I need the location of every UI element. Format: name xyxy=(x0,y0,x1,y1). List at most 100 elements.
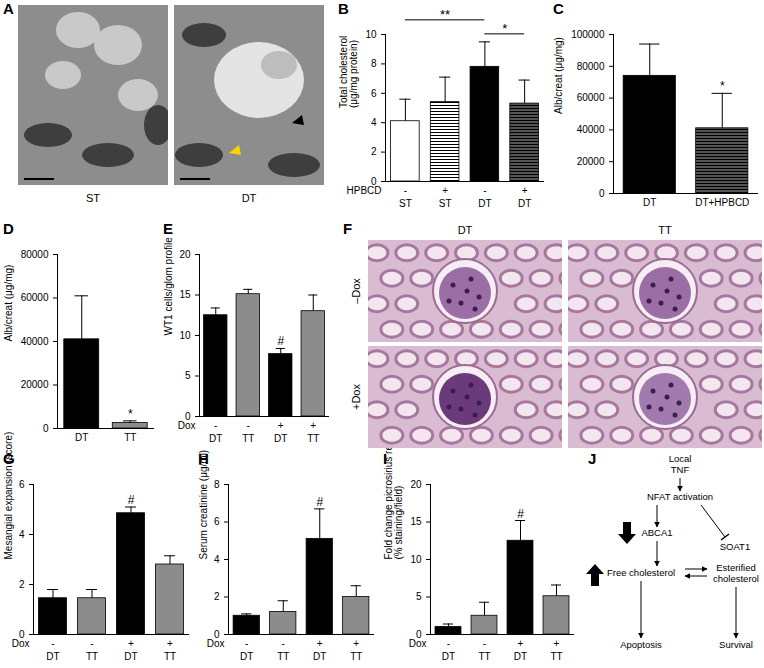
svg-text:8: 8 xyxy=(371,58,377,69)
svg-text:Apoptosis: Apoptosis xyxy=(620,639,662,650)
svg-text:SOAT1: SOAT1 xyxy=(720,541,750,552)
svg-text:+: + xyxy=(442,185,448,196)
svg-text:Dox: Dox xyxy=(178,420,196,431)
svg-text:ST: ST xyxy=(439,198,452,209)
svg-text:+Dox: +Dox xyxy=(350,384,362,410)
svg-text:5: 5 xyxy=(416,591,422,602)
svg-text:DT: DT xyxy=(518,198,531,209)
svg-text:10: 10 xyxy=(365,29,377,40)
svg-text:15: 15 xyxy=(410,516,422,527)
svg-text:Total cholesterol(μg/mg protei: Total cholesterol(μg/mg protein) xyxy=(338,36,359,108)
svg-text:-: - xyxy=(90,638,93,649)
svg-text:LocalTNF: LocalTNF xyxy=(669,453,692,475)
svg-text:#: # xyxy=(128,493,135,507)
svg-text:+: + xyxy=(310,420,316,431)
svg-text:20: 20 xyxy=(179,249,191,260)
svg-text:20000: 20000 xyxy=(21,379,49,390)
svg-text:TT: TT xyxy=(478,651,490,662)
svg-text:DT: DT xyxy=(313,651,326,662)
svg-text:DT: DT xyxy=(124,651,137,662)
svg-text:NFAT activation: NFAT activation xyxy=(647,491,713,502)
svg-text:40000: 40000 xyxy=(21,336,49,347)
svg-text:2: 2 xyxy=(214,591,220,602)
svg-text:DT: DT xyxy=(209,433,222,444)
svg-text:15: 15 xyxy=(179,289,191,300)
svg-text:#: # xyxy=(277,334,284,348)
svg-text:ABCA1: ABCA1 xyxy=(641,527,672,538)
svg-text:DT: DT xyxy=(458,224,473,236)
svg-text:100000: 100000 xyxy=(571,29,605,40)
svg-text:–Dox: –Dox xyxy=(350,278,362,304)
svg-text:Free cholesterol: Free cholesterol xyxy=(607,567,675,578)
svg-text:DT: DT xyxy=(240,651,253,662)
svg-text:Dox: Dox xyxy=(207,638,225,649)
svg-text:6: 6 xyxy=(371,88,377,99)
svg-text:DT: DT xyxy=(478,198,491,209)
svg-text:60000: 60000 xyxy=(21,292,49,303)
svg-text:TT: TT xyxy=(124,432,136,443)
svg-text:6: 6 xyxy=(214,516,220,527)
svg-text:2: 2 xyxy=(371,146,377,157)
svg-text:+: + xyxy=(554,638,560,649)
svg-text:-: - xyxy=(282,638,285,649)
svg-text:Survival: Survival xyxy=(719,639,753,650)
svg-text:4: 4 xyxy=(371,117,377,128)
svg-text:TT: TT xyxy=(350,651,362,662)
svg-text:Alb/creat (μg/mg): Alb/creat (μg/mg) xyxy=(553,37,564,114)
svg-text:*: * xyxy=(502,21,507,36)
svg-text:TT: TT xyxy=(164,651,176,662)
svg-text:6: 6 xyxy=(19,479,25,490)
svg-text:-: - xyxy=(447,638,450,649)
svg-text:4: 4 xyxy=(19,529,25,540)
svg-text:Dox: Dox xyxy=(12,638,30,649)
svg-text:+: + xyxy=(278,420,284,431)
svg-text:#: # xyxy=(517,507,524,521)
svg-text:8: 8 xyxy=(214,479,220,490)
svg-text:0: 0 xyxy=(599,188,605,199)
svg-text:DT: DT xyxy=(46,651,59,662)
svg-text:-: - xyxy=(51,638,54,649)
svg-text:-: - xyxy=(245,638,248,649)
svg-text:ST: ST xyxy=(86,192,100,204)
svg-text:**: ** xyxy=(440,7,450,22)
svg-text:Serum creatinine (μg/ml): Serum creatinine (μg/ml) xyxy=(198,450,209,560)
svg-text:DT: DT xyxy=(242,192,257,204)
svg-text:80000: 80000 xyxy=(577,61,605,72)
svg-text:TT: TT xyxy=(658,224,672,236)
svg-text:ST: ST xyxy=(399,198,412,209)
svg-text:+: + xyxy=(167,638,173,649)
svg-text:60000: 60000 xyxy=(577,92,605,103)
svg-text:*: * xyxy=(720,79,725,93)
svg-text:DT: DT xyxy=(75,432,88,443)
svg-text:+: + xyxy=(353,638,359,649)
svg-text:+: + xyxy=(518,638,524,649)
svg-text:40000: 40000 xyxy=(577,124,605,135)
svg-text:DT: DT xyxy=(442,651,455,662)
svg-text:Alb/creat (μg/mg): Alb/creat (μg/mg) xyxy=(3,265,14,342)
svg-text:HPBCD: HPBCD xyxy=(346,185,381,196)
svg-text:2: 2 xyxy=(19,579,25,590)
svg-text:Fold change picrosirius red(%: Fold change picrosirius red(% staining/f… xyxy=(383,439,404,559)
svg-text:+: + xyxy=(128,638,134,649)
svg-text:TT: TT xyxy=(86,651,98,662)
svg-text:10: 10 xyxy=(179,330,191,341)
svg-text:DT+HPBCD: DT+HPBCD xyxy=(695,197,749,208)
svg-text:Dox: Dox xyxy=(409,638,427,649)
svg-text:20: 20 xyxy=(410,479,422,490)
svg-text:-: - xyxy=(483,638,486,649)
svg-text:4: 4 xyxy=(214,554,220,565)
svg-text:-: - xyxy=(247,420,250,431)
svg-text:TT: TT xyxy=(242,433,254,444)
svg-text:-: - xyxy=(214,420,217,431)
svg-text:5: 5 xyxy=(185,370,191,381)
svg-text:80000: 80000 xyxy=(21,249,49,260)
svg-text:+: + xyxy=(522,185,528,196)
svg-text:TT: TT xyxy=(307,433,319,444)
svg-text:10: 10 xyxy=(410,554,422,565)
svg-text:DT: DT xyxy=(643,197,656,208)
svg-text:TT: TT xyxy=(277,651,289,662)
svg-text:*: * xyxy=(128,407,133,421)
svg-text:-: - xyxy=(483,185,486,196)
svg-text:DT: DT xyxy=(274,433,287,444)
svg-text:20000: 20000 xyxy=(577,156,605,167)
